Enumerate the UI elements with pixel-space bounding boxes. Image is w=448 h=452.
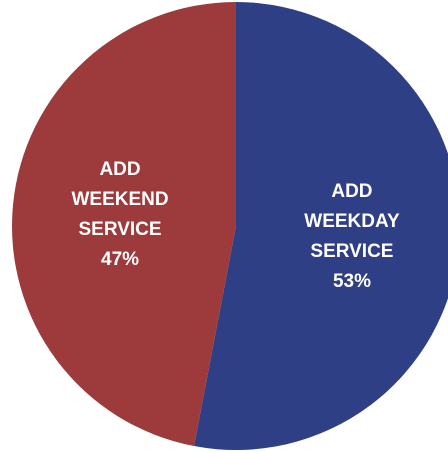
slice-label: ADD WEEKDAY SERVICE 53% [304,177,399,297]
value-label: 53% [332,270,371,292]
slice-label: ADD WEEKEND SERVICE 47% [71,155,168,275]
pie-slice [11,2,236,447]
category-label: ADD WEEKDAY SERVICE [304,180,400,262]
value-label: 47% [101,249,140,271]
pie-slice [194,2,448,450]
category-label: ADD WEEKEND SERVICE [71,159,169,241]
